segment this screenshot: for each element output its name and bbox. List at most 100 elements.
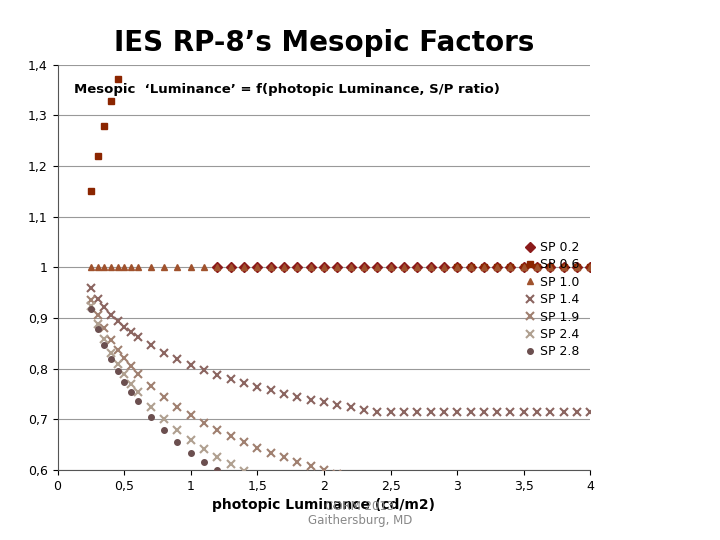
SP 0.2 <box>586 264 595 271</box>
SP 1.0 <box>213 264 222 271</box>
SP 1.0 <box>480 264 488 271</box>
SP 1.4 <box>546 409 554 415</box>
Text: Gaithersburg, MD: Gaithersburg, MD <box>308 514 412 527</box>
SP 1.9 <box>492 504 501 510</box>
SP 2.8 <box>94 325 102 332</box>
SP 2.4 <box>226 461 235 468</box>
SP 2.4 <box>346 508 355 514</box>
SP 1.4 <box>533 409 541 415</box>
SP 1.0 <box>173 264 181 271</box>
SP 1.9 <box>200 420 209 426</box>
SP 1.4 <box>146 342 155 348</box>
SP 1.9 <box>572 504 581 510</box>
SP 1.4 <box>113 318 122 325</box>
SP 1.4 <box>439 409 448 415</box>
SP 2.8 <box>133 398 142 404</box>
SP 0.6 <box>480 264 488 271</box>
Title: IES RP-8’s Mesopic Factors: IES RP-8’s Mesopic Factors <box>114 29 534 57</box>
SP 1.4 <box>333 402 342 408</box>
SP 1.9 <box>559 504 568 510</box>
SP 2.4 <box>213 454 222 460</box>
SP 1.9 <box>400 487 408 494</box>
SP 1.0 <box>266 264 275 271</box>
SP 1.9 <box>387 484 395 490</box>
SP 2.4 <box>413 525 422 531</box>
SP 1.0 <box>100 264 109 271</box>
SP 2.8 <box>146 414 155 420</box>
SP 2.4 <box>86 302 95 309</box>
SP 2.8 <box>293 505 302 512</box>
SP 0.6 <box>113 76 122 83</box>
SP 1.9 <box>240 439 248 446</box>
SP 1.0 <box>113 264 122 271</box>
SP 0.2 <box>213 264 222 271</box>
SP 0.2 <box>346 264 355 271</box>
SP 0.6 <box>519 264 528 271</box>
SP 1.9 <box>86 296 95 303</box>
SP 2.8 <box>306 510 315 517</box>
SP 0.2 <box>279 264 288 271</box>
Line: SP 2.8: SP 2.8 <box>88 306 593 540</box>
Text: CORM 2013: CORM 2013 <box>325 500 395 514</box>
SP 0.2 <box>240 264 248 271</box>
SP 1.4 <box>213 372 222 378</box>
SP 1.0 <box>359 264 368 271</box>
SP 1.0 <box>186 264 195 271</box>
SP 0.2 <box>439 264 448 271</box>
SP 2.4 <box>373 515 382 522</box>
SP 0.6 <box>492 264 501 271</box>
SP 2.8 <box>200 458 209 465</box>
SP 1.0 <box>306 264 315 271</box>
SP 2.8 <box>346 524 355 530</box>
SP 1.9 <box>266 449 275 456</box>
SP 0.6 <box>453 264 462 271</box>
SP 1.0 <box>492 264 501 271</box>
SP 0.2 <box>320 264 328 271</box>
SP 2.8 <box>113 368 122 375</box>
SP 1.9 <box>426 492 435 499</box>
SP 0.2 <box>400 264 408 271</box>
SP 1.4 <box>480 409 488 415</box>
SP 2.4 <box>173 427 181 434</box>
X-axis label: photopic Luminance (cd/m2): photopic Luminance (cd/m2) <box>212 498 436 512</box>
SP 1.4 <box>94 295 102 302</box>
SP 1.0 <box>253 264 262 271</box>
SP 1.4 <box>120 323 128 330</box>
SP 1.4 <box>160 349 168 356</box>
SP 1.0 <box>279 264 288 271</box>
SP 2.4 <box>186 437 195 443</box>
SP 0.6 <box>572 264 581 271</box>
SP 2.4 <box>160 416 168 423</box>
SP 2.8 <box>100 342 109 348</box>
SP 1.9 <box>453 498 462 504</box>
SP 1.4 <box>133 334 142 340</box>
SP 1.4 <box>186 362 195 368</box>
SP 0.2 <box>506 264 515 271</box>
SP 1.0 <box>586 264 595 271</box>
SP 1.4 <box>400 409 408 415</box>
SP 1.4 <box>426 409 435 415</box>
SP 2.8 <box>253 488 262 495</box>
Line: SP 1.4: SP 1.4 <box>86 284 595 416</box>
SP 1.9 <box>293 458 302 465</box>
SP 1.0 <box>439 264 448 271</box>
SP 0.2 <box>519 264 528 271</box>
SP 1.0 <box>426 264 435 271</box>
SP 1.4 <box>306 396 315 403</box>
SP 1.0 <box>127 264 135 271</box>
SP 2.4 <box>266 480 275 486</box>
SP 1.0 <box>86 264 95 271</box>
SP 1.9 <box>586 504 595 510</box>
Line: SP 2.4: SP 2.4 <box>86 302 595 540</box>
SP 0.6 <box>559 264 568 271</box>
SP 2.4 <box>453 534 462 540</box>
SP 0.2 <box>533 264 541 271</box>
SP 1.0 <box>467 264 475 271</box>
SP 1.0 <box>387 264 395 271</box>
SP 0.2 <box>453 264 462 271</box>
SP 2.4 <box>439 531 448 537</box>
SP 0.2 <box>426 264 435 271</box>
SP 2.4 <box>94 321 102 327</box>
SP 1.9 <box>320 467 328 474</box>
SP 2.4 <box>293 490 302 497</box>
